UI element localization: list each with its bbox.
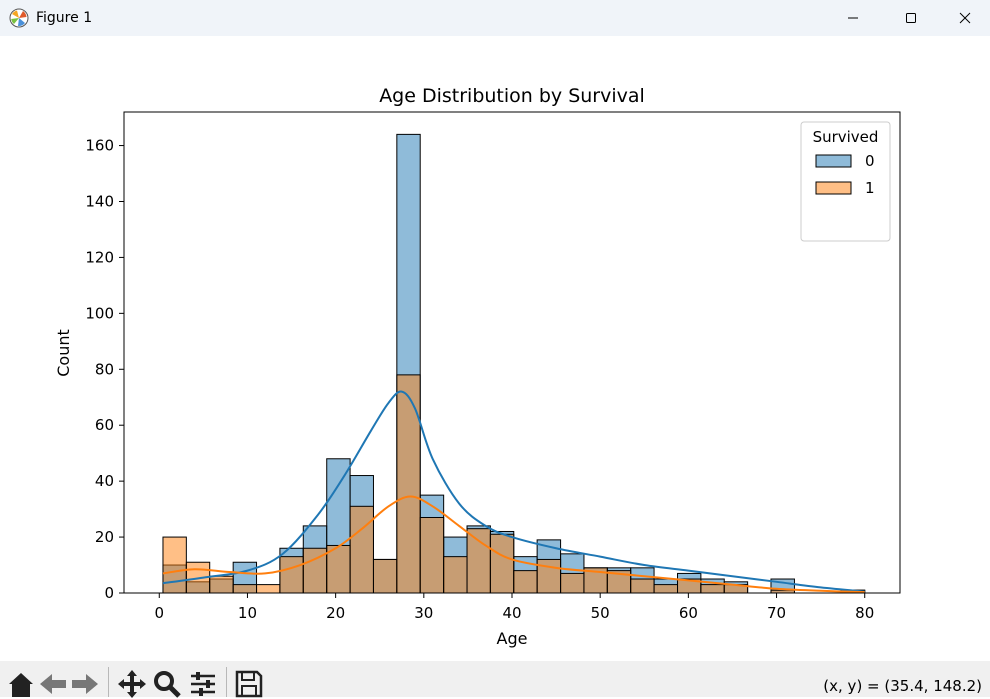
- bar-survived-1-bin-21: [653, 584, 679, 594]
- bar-survived-1-bin-13: [466, 528, 491, 594]
- y-tick-label: 100: [85, 304, 114, 322]
- x-tick-label: 0: [154, 604, 164, 622]
- coords-value: (35.4, 148.2): [884, 677, 982, 695]
- y-tick-label: 80: [95, 360, 114, 378]
- zoom-icon[interactable]: [152, 669, 182, 699]
- plot-area-frame: [123, 111, 901, 594]
- x-axis: 0 10 20 30 40 50 60 70 80: [154, 593, 874, 622]
- home-icon[interactable]: [6, 669, 36, 699]
- x-tick-label: 50: [591, 604, 610, 622]
- x-tick-label: 10: [238, 604, 257, 622]
- y-tick-label: 60: [95, 416, 114, 434]
- y-tick-label: 160: [85, 137, 114, 155]
- legend-label-1: 1: [865, 179, 875, 197]
- close-icon: [959, 12, 971, 24]
- y-axis-label: Count: [54, 329, 73, 377]
- x-tick-label: 80: [855, 604, 874, 622]
- back-icon[interactable]: [38, 669, 68, 699]
- close-button[interactable]: [940, 0, 990, 36]
- x-tick-label: 60: [679, 604, 698, 622]
- legend: Survived 0 1: [800, 121, 891, 242]
- configure-subplots-icon[interactable]: [188, 669, 218, 699]
- y-tick-label: 0: [104, 584, 114, 602]
- bar-survived-1-bin-3: [232, 584, 258, 594]
- bar-survived-1-bin-11: [419, 516, 445, 594]
- bar-survived-1-bin-7: [326, 544, 351, 594]
- kde-curves: [162, 390, 865, 594]
- window-titlebar: Figure 1: [0, 0, 990, 36]
- bar-survived-1-bin-9: [372, 558, 398, 594]
- bar-survived-1-bin-8: [349, 505, 374, 594]
- matplotlib-icon: [9, 8, 29, 28]
- bar-survived-1-bin-20: [630, 578, 655, 594]
- y-axis: 0 20 40 60 80 100 120 140 160: [85, 137, 124, 602]
- toolbar-separator: [108, 667, 109, 697]
- minimize-icon: [848, 17, 858, 19]
- figure-canvas[interactable]: Age Distribution by Survival 0 10 20 30 40 50…: [0, 36, 990, 661]
- y-tick-label: 120: [85, 248, 114, 266]
- maximize-icon: [906, 13, 916, 23]
- bar-survived-1-bin-23: [700, 584, 725, 594]
- y-tick-label: 140: [85, 192, 114, 210]
- navigation-toolbar: (x, y) = (35.4, 148.2): [0, 661, 990, 699]
- bar-survived-1-bin-0: [162, 536, 187, 594]
- forward-icon[interactable]: [70, 669, 100, 699]
- bar-survived-1-bin-5: [279, 556, 304, 594]
- legend-label-0: 0: [865, 152, 875, 170]
- bar-survived-1-bin-15: [513, 570, 538, 594]
- toolbar-separator: [226, 667, 227, 697]
- window-title: Figure 1: [36, 10, 93, 26]
- bar-survived-1-bin-12: [443, 556, 468, 594]
- maximize-button[interactable]: [882, 0, 940, 36]
- y-tick-label: 40: [95, 472, 114, 490]
- x-tick-label: 40: [502, 604, 521, 622]
- bar-survived-1-bin-14: [489, 533, 515, 594]
- series-0-bars: [162, 133, 866, 594]
- x-tick-label: 30: [414, 604, 433, 622]
- minimize-button[interactable]: [824, 0, 882, 36]
- chart-title: Age Distribution by Survival: [379, 85, 645, 107]
- legend-swatch-0: [815, 154, 852, 168]
- y-tick-label: 20: [95, 528, 114, 546]
- bar-survived-1-bin-17: [560, 572, 585, 594]
- x-tick-label: 20: [326, 604, 345, 622]
- x-tick-label: 70: [767, 604, 786, 622]
- x-axis-label: Age: [497, 629, 528, 648]
- legend-title: Survived: [813, 128, 879, 146]
- bar-survived-1-bin-4: [256, 584, 281, 594]
- legend-swatch-1: [815, 181, 852, 195]
- cursor-coordinates: (x, y) = (35.4, 148.2): [823, 677, 982, 695]
- coords-label: (x, y) =: [823, 677, 885, 695]
- pan-icon[interactable]: [117, 669, 147, 699]
- bar-survived-1-bin-10: [396, 374, 421, 594]
- save-icon[interactable]: [234, 669, 264, 699]
- bar-survived-1-bin-2: [209, 575, 234, 594]
- kde-line-survived-0: [162, 390, 865, 593]
- kde-line-survived-1: [162, 495, 865, 594]
